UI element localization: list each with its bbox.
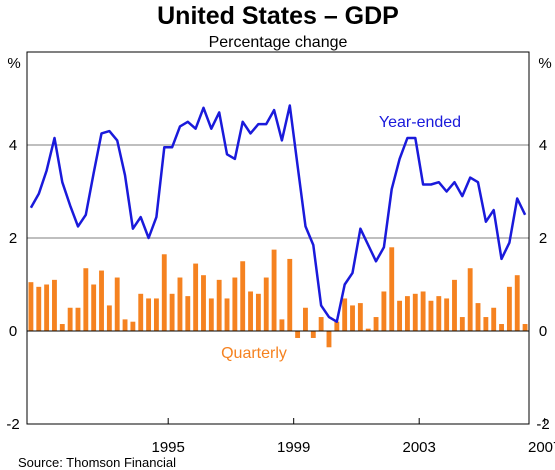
- gridlines: [27, 144, 529, 239]
- quarterly-bar: [475, 303, 481, 331]
- chart-subtitle: Percentage change: [209, 34, 348, 51]
- quarterly-bar: [310, 331, 316, 338]
- plot-frame: [26, 51, 530, 425]
- quarterly-bar: [146, 298, 152, 331]
- quarterly-bar: [514, 275, 520, 331]
- quarterly-bar: [318, 317, 324, 331]
- quarterly-bar: [295, 331, 301, 338]
- x-tick-labels: 1995 1999 2003 2007: [152, 418, 555, 456]
- year-ended-line: [29, 104, 527, 323]
- quarterly-bar: [342, 298, 348, 331]
- quarterly-bar: [44, 284, 50, 331]
- quarterly-bar: [232, 277, 238, 331]
- y-tick-label-right: 4: [539, 137, 547, 154]
- quarterly-bar: [271, 249, 277, 331]
- x-tick-label: 1995: [152, 439, 185, 456]
- source-note: Source: Thomson Financial: [18, 455, 176, 470]
- y-tick-label-left: 2: [9, 230, 17, 247]
- x-tick-label: 1999: [277, 439, 310, 456]
- year-ended-label: Year-ended: [379, 114, 461, 131]
- quarterly-bar: [334, 321, 340, 331]
- quarterly-bar: [224, 298, 230, 331]
- quarterly-bar: [67, 307, 73, 331]
- y-tick-label-left: -2: [6, 416, 19, 433]
- quarterly-bar: [208, 298, 214, 331]
- quarterly-bar: [130, 321, 136, 331]
- quarterly-bar: [506, 286, 512, 331]
- quarterly-bar: [201, 275, 206, 331]
- quarterly-bar: [287, 258, 293, 331]
- quarterly-bar: [444, 298, 450, 331]
- quarterly-bar: [452, 279, 457, 331]
- quarterly-bar: [397, 300, 403, 331]
- quarterly-bar: [381, 291, 387, 331]
- quarterly-bar: [389, 247, 395, 331]
- quarterly-bar: [326, 331, 332, 348]
- quarterly-bar: [169, 293, 175, 331]
- quarterly-bar: [350, 305, 355, 331]
- quarterly-bar: [365, 328, 371, 331]
- x-tick-label: 2007: [528, 439, 555, 456]
- quarterly-bar: [263, 277, 269, 331]
- quarterly-bar: [404, 296, 410, 331]
- quarterly-bar: [216, 279, 222, 331]
- y-tick-label-left: 4: [9, 137, 17, 154]
- quarterly-label: Quarterly: [221, 345, 287, 362]
- quarterly-bar: [177, 277, 183, 331]
- quarterly-bar: [153, 298, 159, 331]
- quarterly-bar: [491, 307, 497, 331]
- quarterly-bar: [106, 305, 112, 331]
- quarterly-bar: [52, 279, 57, 331]
- quarterly-bar: [483, 317, 489, 331]
- y-tick-label-right: 2: [539, 230, 547, 247]
- quarterly-bar: [248, 291, 253, 331]
- y-tick-labels: -2 -2 0 0 2 2 4 4: [6, 137, 549, 433]
- quarterly-bar: [412, 293, 418, 331]
- quarterly-bar: [193, 263, 199, 331]
- quarterly-bar: [279, 319, 285, 331]
- quarterly-bar: [373, 317, 379, 331]
- quarterly-bar: [420, 291, 426, 331]
- quarterly-bar: [122, 319, 128, 331]
- quarterly-bar: [428, 300, 434, 331]
- quarterly-bar: [240, 261, 246, 331]
- quarterly-bar: [255, 293, 261, 331]
- quarterly-bar: [138, 293, 144, 331]
- quarterly-bar: [75, 307, 81, 331]
- x-tick-label: 2003: [403, 439, 436, 456]
- quarterly-bar: [28, 282, 34, 331]
- chart-title: United States – GDP: [157, 2, 399, 30]
- quarterly-bar: [161, 254, 167, 331]
- quarterly-bar: [99, 270, 104, 331]
- quarterly-bar: [436, 296, 442, 331]
- quarterly-bar: [499, 324, 504, 331]
- quarterly-bar: [522, 324, 528, 331]
- quarterly-bar: [83, 268, 89, 331]
- quarterly-bar: [185, 296, 191, 331]
- y-tick-label-right: -2: [536, 416, 549, 433]
- quarterly-bar: [59, 324, 65, 331]
- quarterly-bars: [28, 247, 528, 348]
- y-unit-right: %: [538, 55, 551, 72]
- quarterly-bar: [357, 303, 363, 331]
- quarterly-bar: [91, 284, 97, 331]
- quarterly-bar: [459, 317, 465, 331]
- quarterly-bar: [467, 268, 473, 331]
- quarterly-bar: [303, 307, 308, 331]
- quarterly-bar: [36, 286, 42, 331]
- y-unit-left: %: [7, 55, 20, 72]
- quarterly-bar: [114, 277, 120, 331]
- y-tick-label-left: 0: [9, 323, 17, 340]
- y-tick-label-right: 0: [539, 323, 547, 340]
